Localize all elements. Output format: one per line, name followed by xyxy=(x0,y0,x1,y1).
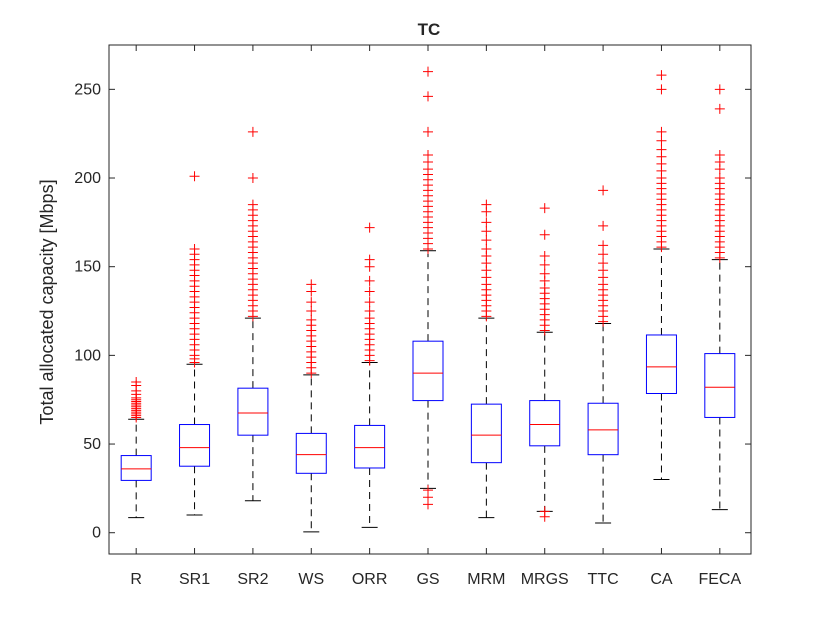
iqr-box xyxy=(295,432,327,474)
outlier-marker xyxy=(306,297,317,308)
outlier-marker xyxy=(423,66,433,77)
outlier-marker xyxy=(598,185,609,196)
iqr-box xyxy=(179,424,211,467)
x-tick-label-sr2: SR2 xyxy=(237,571,268,588)
y-tick-label: 50 xyxy=(83,436,101,453)
box-gs xyxy=(412,66,444,510)
iqr-box xyxy=(704,353,736,418)
iqr-box xyxy=(354,424,386,469)
outlier-marker xyxy=(364,254,375,265)
outlier-marker xyxy=(306,314,317,325)
x-tick-label-ca: CA xyxy=(650,571,673,588)
iqr-box xyxy=(120,455,152,481)
x-tick-label-ws: WS xyxy=(298,571,324,588)
outlier-marker xyxy=(539,251,550,262)
x-tick-label-ttc: TTC xyxy=(588,571,619,588)
box-ca xyxy=(645,70,677,481)
outlier-marker xyxy=(714,149,725,160)
plot-area-frame xyxy=(108,44,752,555)
outlier-marker xyxy=(423,485,433,496)
iqr-box xyxy=(237,387,269,436)
box-sr1 xyxy=(179,171,211,516)
outlier-marker xyxy=(539,203,550,214)
outlier-marker xyxy=(481,235,492,246)
boxes-layer xyxy=(120,66,736,533)
outlier-marker xyxy=(481,226,492,237)
x-tick-label-r: R xyxy=(130,571,142,588)
outlier-marker xyxy=(539,259,550,270)
outlier-marker xyxy=(539,229,550,240)
outlier-marker xyxy=(423,149,433,160)
box-feca xyxy=(704,84,736,511)
x-tick-label-mrm: MRM xyxy=(467,571,505,588)
outlier-marker xyxy=(364,286,375,297)
x-tick-label-feca: FECA xyxy=(698,571,741,588)
outlier-marker xyxy=(364,306,375,317)
outlier-marker xyxy=(714,84,725,95)
outlier-marker xyxy=(598,258,609,269)
outlier-marker xyxy=(714,103,725,114)
chart-title: TC xyxy=(418,20,441,39)
y-tick-label: 0 xyxy=(92,525,101,542)
outlier-marker xyxy=(714,173,725,184)
outlier-marker xyxy=(539,268,550,279)
outlier-marker xyxy=(189,171,200,182)
outlier-marker xyxy=(364,297,375,308)
outlier-marker xyxy=(656,126,667,137)
outlier-marker xyxy=(481,199,492,210)
outlier-marker xyxy=(481,243,492,254)
outlier-marker xyxy=(656,144,667,155)
x-axis: R SR1 SR2 WS ORR GS MRM MRGS TTC CA FECA xyxy=(130,45,741,588)
outlier-marker xyxy=(364,222,375,233)
iqr-box xyxy=(412,340,444,402)
iqr-box xyxy=(470,403,502,464)
outlier-marker xyxy=(364,275,375,286)
outlier-marker xyxy=(656,135,667,146)
box-ttc xyxy=(587,185,619,524)
outlier-marker xyxy=(598,220,609,231)
y-tick-label: 150 xyxy=(74,259,101,276)
box-ws xyxy=(295,279,327,533)
box-mrgs xyxy=(529,203,561,522)
outlier-marker xyxy=(656,84,667,95)
outlier-marker xyxy=(247,199,258,210)
x-tick-label-gs: GS xyxy=(416,571,439,588)
outlier-marker xyxy=(481,217,492,228)
iqr-box xyxy=(529,400,561,447)
outlier-marker xyxy=(656,70,667,81)
outlier-marker xyxy=(539,506,550,517)
outlier-marker xyxy=(423,91,433,102)
outlier-marker xyxy=(598,240,609,251)
iqr-box xyxy=(587,402,619,456)
iqr-box xyxy=(645,334,677,394)
y-tick-label: 200 xyxy=(74,170,101,187)
x-tick-label-mrgs: MRGS xyxy=(521,571,569,588)
y-axis-label: Total allocated capacity [Mbps] xyxy=(37,179,57,424)
outlier-marker xyxy=(306,306,317,317)
x-tick-label-orr: ORR xyxy=(352,571,388,588)
box-sr2 xyxy=(237,126,269,502)
outlier-marker xyxy=(598,249,609,260)
y-tick-label: 100 xyxy=(74,347,101,364)
outlier-marker xyxy=(131,376,142,387)
y-axis: 0 50 100 150 200 250 xyxy=(74,81,751,542)
box-r xyxy=(120,376,152,519)
outlier-marker xyxy=(306,279,317,290)
y-tick-label: 250 xyxy=(74,81,101,98)
box-orr xyxy=(354,222,386,528)
outlier-marker xyxy=(247,173,258,184)
outlier-marker xyxy=(247,126,258,137)
outlier-marker xyxy=(189,243,200,254)
box-mrm xyxy=(470,199,502,519)
x-tick-label-sr1: SR1 xyxy=(179,571,210,588)
outlier-marker xyxy=(423,126,433,137)
